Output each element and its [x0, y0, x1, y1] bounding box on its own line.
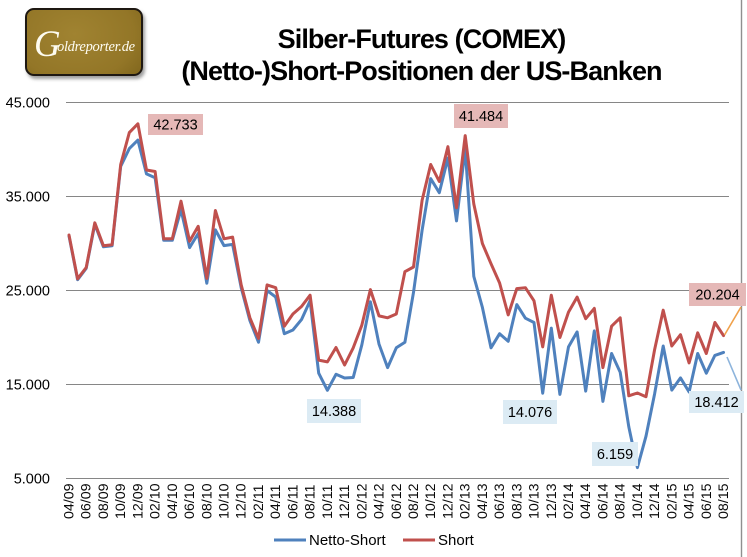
svg-text:15.000: 15.000 — [6, 378, 50, 394]
svg-text:10/12: 10/12 — [423, 483, 439, 519]
svg-text:5.000: 5.000 — [14, 472, 50, 488]
svg-text:6.159: 6.159 — [597, 447, 633, 463]
svg-text:41.484: 41.484 — [459, 109, 503, 125]
svg-text:12/13: 12/13 — [544, 483, 560, 519]
svg-text:10/13: 10/13 — [527, 483, 543, 519]
svg-text:08/09: 08/09 — [96, 483, 112, 519]
svg-text:06/12: 06/12 — [389, 483, 405, 519]
svg-text:12/10: 12/10 — [234, 483, 250, 519]
svg-text:04/10: 04/10 — [165, 483, 181, 519]
svg-text:10/14: 10/14 — [630, 483, 646, 519]
svg-text:10/09: 10/09 — [113, 483, 129, 519]
svg-text:06/15: 06/15 — [699, 483, 715, 519]
svg-text:08/11: 08/11 — [303, 484, 319, 519]
svg-text:18.412: 18.412 — [694, 395, 738, 411]
svg-text:10/10: 10/10 — [217, 483, 233, 519]
svg-text:06/11: 06/11 — [285, 484, 301, 519]
svg-text:04/14: 04/14 — [578, 483, 594, 519]
svg-text:08/10: 08/10 — [199, 483, 215, 519]
svg-text:04/13: 04/13 — [475, 483, 491, 519]
svg-text:10/11: 10/11 — [320, 484, 336, 519]
svg-text:12/09: 12/09 — [130, 483, 146, 519]
svg-text:12/11: 12/11 — [337, 484, 353, 519]
svg-text:02/15: 02/15 — [664, 483, 680, 519]
svg-text:04/11: 04/11 — [268, 484, 284, 519]
svg-text:20.204: 20.204 — [695, 288, 739, 304]
svg-text:08/12: 08/12 — [406, 483, 422, 519]
svg-text:08/15: 08/15 — [716, 483, 732, 519]
svg-text:06/14: 06/14 — [595, 483, 611, 519]
svg-text:42.733: 42.733 — [153, 118, 197, 134]
svg-text:45.000: 45.000 — [6, 96, 50, 112]
svg-text:02/14: 02/14 — [561, 483, 577, 519]
svg-text:04/15: 04/15 — [682, 483, 698, 519]
svg-text:06/09: 06/09 — [79, 483, 95, 519]
svg-text:12/12: 12/12 — [440, 483, 456, 519]
svg-text:02/11: 02/11 — [251, 484, 267, 519]
svg-text:02/12: 02/12 — [354, 483, 370, 519]
svg-text:06/10: 06/10 — [182, 483, 198, 519]
svg-text:25.000: 25.000 — [6, 284, 50, 300]
svg-text:08/13: 08/13 — [509, 483, 525, 519]
svg-text:14.076: 14.076 — [508, 405, 552, 421]
svg-text:04/09: 04/09 — [62, 483, 78, 519]
svg-text:12/14: 12/14 — [647, 483, 663, 519]
svg-text:Netto-Short: Netto-Short — [309, 532, 387, 549]
svg-text:02/13: 02/13 — [458, 483, 474, 519]
svg-text:06/13: 06/13 — [492, 483, 508, 519]
svg-text:08/14: 08/14 — [613, 483, 629, 519]
svg-text:02/10: 02/10 — [148, 483, 164, 519]
svg-text:Short: Short — [438, 532, 475, 549]
svg-text:35.000: 35.000 — [6, 190, 50, 206]
svg-text:14.388: 14.388 — [312, 404, 356, 420]
svg-text:04/12: 04/12 — [372, 483, 388, 519]
